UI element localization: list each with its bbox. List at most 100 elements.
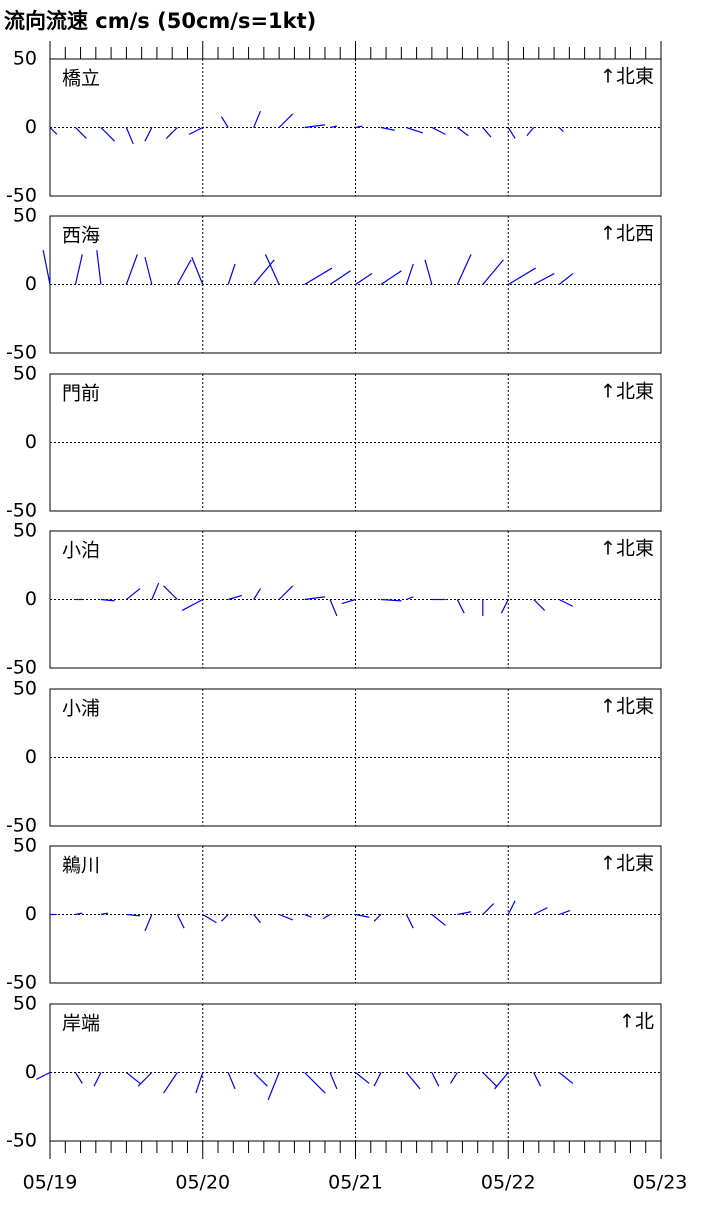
y-tick-label: 50	[13, 363, 37, 385]
x-tick-label: 05/23	[633, 1172, 688, 1194]
stick	[494, 1072, 509, 1090]
stick	[253, 259, 275, 285]
direction-label: ↑北西	[600, 223, 654, 245]
x-tick-label: 05/20	[175, 1172, 230, 1194]
stick	[126, 588, 141, 600]
stick	[507, 127, 516, 139]
stick	[126, 1072, 141, 1084]
stick	[456, 254, 472, 285]
stick	[181, 598, 204, 611]
direction-label: ↑北東	[600, 66, 654, 88]
stick	[533, 1072, 542, 1087]
stick	[456, 127, 469, 137]
stick	[329, 599, 338, 617]
stick	[191, 256, 204, 285]
stick	[220, 914, 229, 922]
stick	[355, 125, 363, 129]
stick	[304, 267, 333, 286]
stick	[93, 1072, 102, 1087]
stick	[482, 1072, 497, 1087]
stick	[74, 254, 83, 285]
stick	[457, 911, 472, 916]
stick	[533, 273, 555, 286]
stick	[406, 126, 424, 134]
stick	[380, 270, 402, 285]
stick	[49, 127, 58, 135]
stick	[406, 596, 414, 601]
stick	[278, 113, 294, 128]
y-tick-label: 0	[25, 1061, 37, 1083]
y-tick-label: -50	[6, 342, 37, 364]
stick	[507, 900, 516, 915]
station-name: 小浦	[62, 698, 100, 720]
stick	[355, 913, 370, 918]
stick	[373, 914, 382, 922]
stick	[431, 914, 446, 926]
stick	[220, 116, 229, 128]
stick	[482, 127, 492, 138]
stick	[126, 913, 141, 917]
x-tick-label: 05/22	[481, 1172, 536, 1194]
stick	[144, 256, 153, 285]
stick	[533, 907, 548, 916]
stick	[456, 599, 465, 614]
y-tick-label: 50	[13, 993, 37, 1015]
y-tick-label: 0	[25, 116, 37, 138]
y-tick-label: 50	[13, 205, 37, 227]
stick	[163, 1072, 178, 1094]
y-tick-label: -50	[6, 972, 37, 994]
stick	[380, 598, 402, 602]
stick	[264, 254, 280, 285]
stick	[165, 127, 178, 139]
stick	[100, 598, 115, 602]
stick	[125, 254, 138, 285]
stick	[380, 126, 395, 131]
stick	[355, 273, 373, 285]
stick	[195, 1072, 204, 1094]
station-name: 小泊	[62, 540, 100, 562]
y-tick-label: 0	[25, 431, 37, 453]
stick	[202, 913, 217, 924]
stick	[405, 263, 414, 285]
stick	[125, 127, 134, 145]
stick	[507, 267, 536, 286]
stick	[500, 599, 509, 614]
stick	[144, 127, 153, 142]
stick	[100, 127, 116, 142]
y-tick-label: 0	[25, 903, 37, 925]
y-tick-label: 0	[25, 746, 37, 768]
stick	[176, 259, 192, 285]
stick	[42, 250, 51, 285]
direction-label: ↑北東	[600, 538, 654, 560]
y-tick-label: 50	[13, 835, 37, 857]
stick	[431, 126, 446, 135]
stick	[341, 598, 356, 605]
stick	[482, 903, 495, 915]
stick	[558, 909, 571, 916]
stick	[228, 594, 243, 601]
stick	[188, 126, 204, 135]
stick	[96, 250, 102, 285]
stick	[482, 259, 504, 285]
stick	[227, 1072, 236, 1090]
stick	[75, 127, 87, 139]
stick	[176, 914, 185, 929]
stick	[558, 598, 574, 607]
stick	[151, 582, 160, 600]
station-name: 鵜川	[62, 855, 100, 877]
stick	[278, 913, 294, 921]
stick	[278, 585, 294, 600]
station-name: 西海	[62, 225, 100, 247]
stick	[144, 914, 153, 932]
stick	[137, 1072, 153, 1087]
y-tick-label: -50	[6, 657, 37, 679]
y-tick-label: 0	[25, 588, 37, 610]
stick	[329, 1072, 338, 1090]
stick	[431, 1072, 440, 1087]
stick	[405, 1072, 421, 1090]
y-tick-label: -50	[6, 185, 37, 207]
stick	[558, 273, 574, 285]
direction-label: ↑北	[619, 1011, 654, 1033]
stick	[558, 127, 564, 133]
